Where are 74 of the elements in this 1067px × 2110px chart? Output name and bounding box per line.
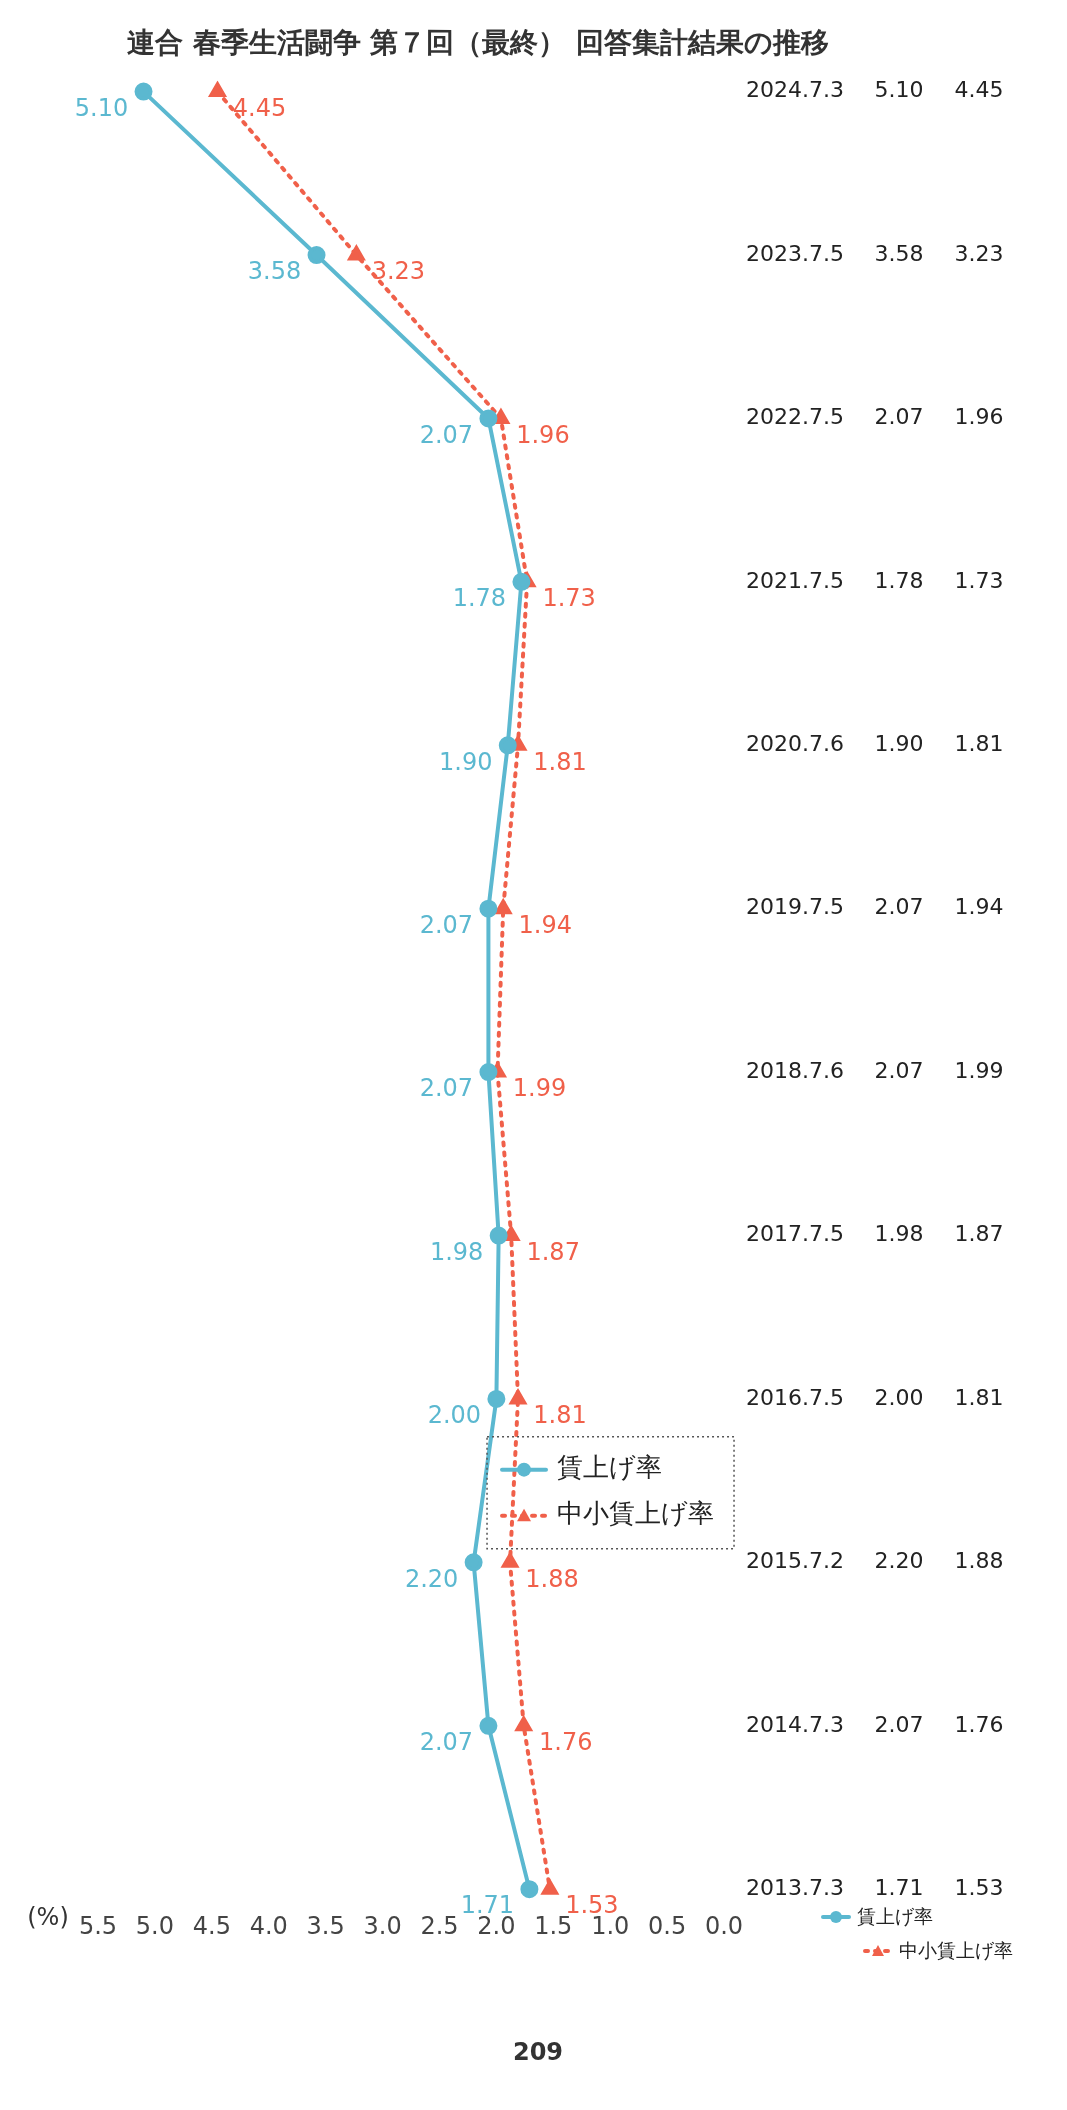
text: 3.58 xyxy=(247,257,302,286)
text: 5.10 xyxy=(74,93,129,122)
text: 1.76 xyxy=(538,1728,593,1757)
data-label: 1.88 xyxy=(954,1548,1004,1574)
data-label: 1.78 xyxy=(874,567,924,593)
data-label: 2.07 xyxy=(874,894,924,920)
y-tick-label: 2013.7.3 xyxy=(746,1874,844,1900)
x-tick-label: 4.0 xyxy=(249,1911,288,1940)
text: 1.94 xyxy=(518,910,572,939)
x-tick-label: 5.5 xyxy=(78,1911,118,1940)
data-label: 1.73 xyxy=(954,567,1004,593)
x-tick-label: 0.0 xyxy=(704,1911,744,1940)
text: 1.96 xyxy=(516,420,570,449)
text: 1.87 xyxy=(526,1237,580,1266)
data-label: 1.96 xyxy=(954,404,1004,430)
data-label: 2.00 xyxy=(874,1384,924,1410)
text: 3.23 xyxy=(371,257,426,286)
data-label: 5.10 xyxy=(874,77,924,103)
text: 連合 春季生活闘争 第７回（最終） 回答集計結果の推移 xyxy=(126,26,830,60)
text: 2.07 xyxy=(419,910,474,939)
x-axis-title: (%) xyxy=(27,1903,69,1932)
y-tick-label: 2018.7.6 xyxy=(746,1057,844,1083)
text: 2.07 xyxy=(419,1074,474,1103)
x-tick-label: 0.5 xyxy=(648,1911,687,1940)
y-tick-label: 2014.7.3 xyxy=(746,1711,844,1737)
data-label: 1.81 xyxy=(954,730,1004,756)
y-tick-label: 2019.7.5 xyxy=(746,894,844,920)
data-label: 3.23 xyxy=(954,240,1004,266)
text: 2.20 xyxy=(404,1564,459,1593)
y-tick-label: 2021.7.5 xyxy=(746,567,844,593)
text: 1.88 xyxy=(525,1564,579,1593)
x-tick-label: 5.0 xyxy=(135,1911,174,1940)
y-tick-label: 2024.7.3 xyxy=(746,77,844,103)
data-label: 1.71 xyxy=(874,1874,924,1900)
data-label: 1.76 xyxy=(954,1711,1004,1737)
text: 1.81 xyxy=(533,747,587,776)
x-tick-label: 4.5 xyxy=(192,1911,231,1940)
text: 2.00 xyxy=(427,1401,482,1430)
legend-label: 中小賃上げ率 xyxy=(557,1498,715,1529)
text: 賃上げ率 xyxy=(857,1905,934,1928)
text: 2.07 xyxy=(419,420,474,449)
text: 4.45 xyxy=(232,93,287,122)
x-tick-label: 3.0 xyxy=(363,1911,402,1940)
text: 中小賃上げ率 xyxy=(899,1939,1014,1962)
data-label: 1.98 xyxy=(874,1221,924,1247)
data-label: 2.07 xyxy=(874,1711,924,1737)
y-tick-label: 2022.7.5 xyxy=(746,404,844,430)
text: 1.78 xyxy=(452,584,507,613)
y-tick-label: 2020.7.6 xyxy=(746,730,844,756)
y-tick-label: 2015.7.2 xyxy=(746,1548,844,1574)
text: 2.07 xyxy=(419,1728,474,1757)
data-label: 1.87 xyxy=(954,1221,1004,1247)
x-tick-label: 2.5 xyxy=(420,1911,459,1940)
y-tick-label: 2017.7.5 xyxy=(746,1221,844,1247)
data-label: 1.53 xyxy=(954,1874,1004,1900)
text: 1.81 xyxy=(533,1401,587,1430)
data-label: 1.81 xyxy=(954,1384,1004,1410)
data-label: 1.99 xyxy=(954,1057,1004,1083)
data-label: 1.90 xyxy=(874,730,924,756)
text: 1.98 xyxy=(429,1237,484,1266)
data-label: 2.07 xyxy=(874,1057,924,1083)
data-label: 3.58 xyxy=(874,240,924,266)
y-tick-label: 2016.7.5 xyxy=(746,1384,844,1410)
x-tick-label: 3.5 xyxy=(306,1911,345,1940)
data-label: 2.20 xyxy=(874,1548,924,1574)
data-label: 1.94 xyxy=(954,894,1004,920)
text: 1.73 xyxy=(542,584,596,613)
y-tick-label: 2023.7.5 xyxy=(746,240,844,266)
data-label: 4.45 xyxy=(954,77,1004,103)
data-label: 2.07 xyxy=(874,404,924,430)
legend-label: 賃上げ率 xyxy=(557,1452,663,1483)
text: 209 xyxy=(511,2038,565,2066)
text: 1.99 xyxy=(512,1074,567,1103)
text: 1.90 xyxy=(439,747,493,776)
